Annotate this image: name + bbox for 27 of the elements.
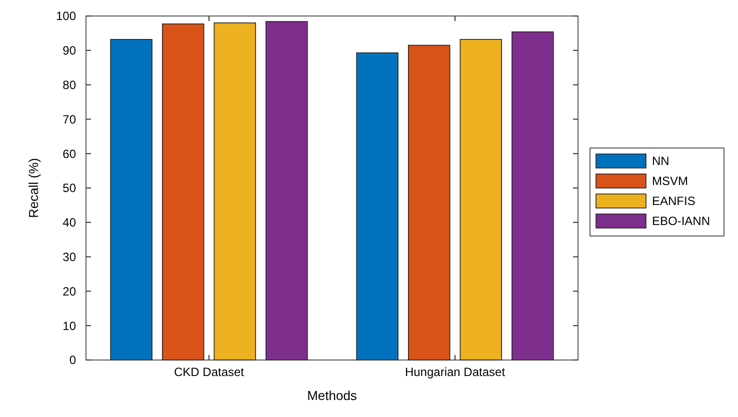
y-axis-title: Recall (%)	[26, 158, 41, 218]
legend-label: EBO-IANN	[652, 214, 710, 228]
y-tick-label: 80	[62, 78, 76, 92]
x-axis-title: Methods	[307, 388, 358, 403]
y-tick-label: 90	[62, 44, 76, 58]
y-tick-label: 70	[62, 112, 76, 126]
bar	[162, 24, 204, 360]
bar	[512, 31, 554, 360]
x-tick-label: CKD Dataset	[174, 365, 245, 379]
y-tick-label: 50	[62, 181, 76, 196]
y-tick-label: 30	[62, 250, 76, 264]
bar	[110, 38, 152, 360]
bar	[214, 22, 256, 360]
y-tick-label: 60	[62, 146, 76, 161]
y-tick-label: 40	[62, 216, 76, 230]
legend-label: EANFIS	[652, 194, 696, 208]
bar	[408, 44, 450, 360]
y-tick-label: 10	[62, 318, 76, 333]
bar	[356, 52, 398, 360]
legend-label: MSVM	[652, 174, 688, 188]
bar	[460, 38, 502, 360]
x-tick-label: Hungarian Dataset	[404, 365, 506, 379]
bar	[266, 21, 308, 360]
legend-label: NN	[652, 154, 670, 168]
y-tick-label: 100	[56, 9, 76, 24]
y-tick-label: 0	[69, 353, 76, 368]
y-tick-label: 20	[62, 284, 76, 298]
